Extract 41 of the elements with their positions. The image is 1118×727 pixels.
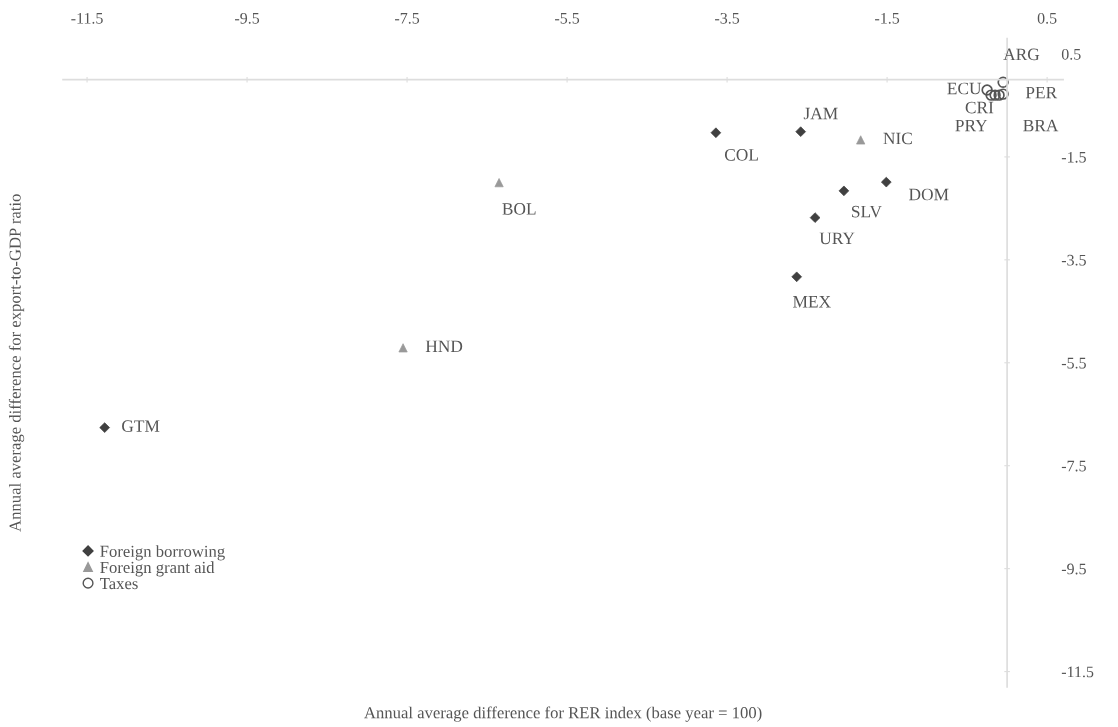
- point: [997, 76, 1009, 88]
- annotation: SLV: [852, 205, 882, 218]
- y-tick-label: 0.5: [1061, 48, 1081, 60]
- y-tick-label: -1.5: [1061, 151, 1086, 163]
- x-tick-label: -9.5: [235, 12, 260, 24]
- annotation: BOL: [502, 203, 536, 215]
- x-tick-label: -7.5: [395, 13, 420, 24]
- annotation: PRY: [955, 119, 988, 132]
- x-tick-label: -5.5: [555, 13, 580, 24]
- annotation: HND: [425, 340, 463, 353]
- annotation: MEX: [793, 296, 831, 308]
- annotation: COL: [724, 149, 758, 161]
- annotation: URY: [819, 232, 855, 245]
- annotation: GTM: [122, 420, 160, 432]
- annotation: DOM: [909, 188, 949, 201]
- annotation: JAM: [803, 107, 838, 120]
- x-tick-label: -1.5: [875, 12, 900, 24]
- y-tick-label: -7.5: [1061, 460, 1086, 472]
- x-tick-label: -3.5: [715, 12, 740, 24]
- y-tick-label: -9.5: [1061, 563, 1086, 575]
- y-tick-label: -5.5: [1061, 357, 1086, 369]
- annotation: BRA: [1023, 119, 1059, 132]
- legend-label: Foreign borrowing: [100, 545, 225, 561]
- y-tick-label: -11.5: [1061, 666, 1094, 678]
- x-axis-title: Annual average difference for RER index (base year = 100): [364, 706, 762, 722]
- annotation: ARG: [1003, 48, 1040, 61]
- legend-label: Foreign grant aid: [100, 561, 215, 577]
- annotation: PER: [1025, 86, 1058, 99]
- annotation: NIC: [883, 132, 912, 145]
- point: [993, 89, 1005, 101]
- y-tick-label: -3.5: [1061, 254, 1086, 266]
- y-axis-title: Annual average difference for export-to-GDP ratio: [8, 194, 25, 532]
- annotation: ECU: [947, 82, 982, 95]
- legend-label: Taxes: [100, 578, 138, 590]
- point: [981, 84, 993, 96]
- annotation: CRI: [965, 101, 994, 114]
- point: [985, 89, 997, 101]
- point: [997, 88, 1009, 100]
- x-tick-label: 0.5: [1037, 12, 1057, 24]
- x-tick-label: -11.5: [71, 12, 103, 24]
- point: [989, 89, 1001, 101]
